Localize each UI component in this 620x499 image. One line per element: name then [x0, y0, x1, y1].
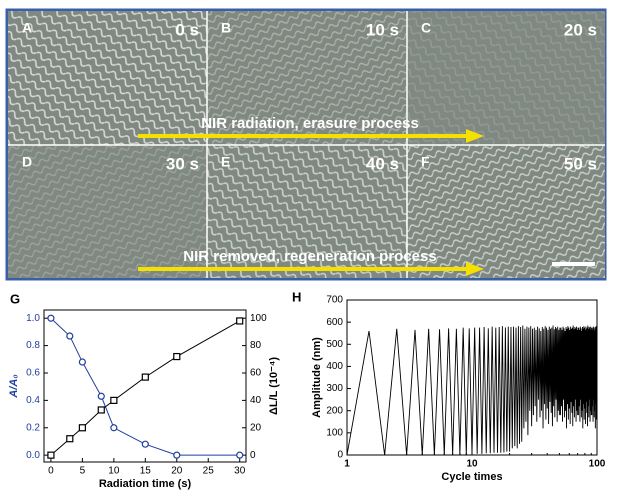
plot-frame [43, 309, 247, 463]
data-point [47, 451, 55, 459]
x-tick-label: 5 [80, 466, 86, 477]
y-tick-label: 0.2 [26, 422, 40, 433]
x-tick-label: 25 [203, 466, 215, 477]
data-point [141, 373, 149, 381]
x-axis-label: Cycle times [441, 471, 502, 483]
panel-time: 0 s [175, 20, 199, 39]
x-tick-label: 10 [108, 466, 120, 477]
y2-tick-label: 40 [250, 395, 262, 406]
y-tick-label: 0.8 [26, 340, 40, 351]
data-point [78, 358, 86, 366]
stripe-texture [407, 11, 605, 145]
data-line [346, 325, 598, 456]
panel-time: 40 s [366, 154, 399, 173]
panel-time: 10 s [366, 20, 399, 39]
data-point [110, 424, 118, 432]
y-tick-label: 0.6 [26, 368, 40, 379]
data-point [173, 352, 181, 361]
y-tick-label: 0.0 [26, 450, 40, 461]
y-tick-label: 100 [326, 427, 343, 438]
panel-label: H [292, 289, 301, 304]
y2-tick-label: 60 [250, 368, 262, 379]
data-point [236, 451, 244, 459]
y2-axis-label: ΔL/L (10⁻⁴) [268, 357, 280, 415]
y-tick-label: 700 [326, 295, 343, 306]
y2-tick-label: 0 [250, 450, 256, 461]
y-axis-label: A/A₀ [8, 374, 20, 398]
y-axis-label: Amplitude (nm) [311, 337, 323, 418]
x-tick-label: 30 [234, 466, 246, 477]
data-line [50, 320, 240, 456]
y-tick-label: 1.0 [26, 313, 40, 324]
micrograph-grid: A 0 s B 10 s C 20 s D 30 s E 40 s F 50 s NIR radiati… [8, 11, 605, 278]
y2-tick-label: 80 [250, 340, 262, 351]
y-tick-label: 200 [326, 405, 343, 416]
panel-time: 50 s [564, 154, 597, 173]
panel-label: D [22, 154, 32, 170]
data-point [66, 332, 74, 340]
data-point [173, 451, 181, 459]
arrow-head [466, 129, 484, 143]
panel-label: B [221, 20, 231, 36]
x-tick-label: 1 [344, 459, 350, 470]
stripe-texture [207, 11, 407, 145]
stripe-texture [207, 145, 407, 278]
y-tick-label: 300 [326, 383, 343, 394]
data-point [78, 424, 86, 432]
panel-label: G [10, 291, 20, 306]
y-tick-label: 0 [337, 450, 343, 461]
stripe-texture [8, 145, 207, 278]
x-tick-label: 0 [48, 466, 54, 477]
data-point [236, 317, 244, 325]
data-point [110, 396, 118, 404]
x-tick-label: 100 [589, 459, 606, 470]
panel-label: A [22, 20, 32, 36]
arrow-label: NIR radiation, erasure process [201, 115, 419, 132]
data-point [66, 435, 74, 443]
x-axis-label: Radiation time (s) [99, 478, 192, 490]
arrow-label: NIR removed, regeneration process [183, 248, 436, 265]
x-tick-label: 20 [171, 466, 183, 477]
x-tick-label: 15 [140, 466, 152, 477]
y-tick-label: 0.4 [26, 395, 40, 406]
y2-tick-label: 100 [250, 313, 267, 324]
y-tick-label: 400 [326, 361, 343, 372]
charts: G0 5 10 15 20 25 300.00.20.40.60.81.0020406080… [8, 289, 606, 489]
stripe-texture [407, 145, 605, 278]
data-point [141, 440, 149, 448]
panel-label: E [221, 154, 230, 170]
y-tick-label: 600 [326, 317, 343, 328]
data-point [97, 392, 105, 400]
y2-tick-label: 20 [250, 422, 262, 433]
panel-time: 20 s [564, 20, 597, 39]
stripe-texture [8, 11, 207, 145]
panel-label: C [421, 20, 431, 36]
panel-time: 30 s [166, 154, 199, 173]
x-tick-label: 10 [466, 459, 478, 470]
arrow-head [466, 262, 484, 276]
panel-label: F [421, 154, 430, 170]
data-line [50, 317, 240, 456]
data-point [47, 314, 55, 322]
y-tick-label: 500 [326, 339, 343, 350]
data-point [97, 406, 105, 414]
